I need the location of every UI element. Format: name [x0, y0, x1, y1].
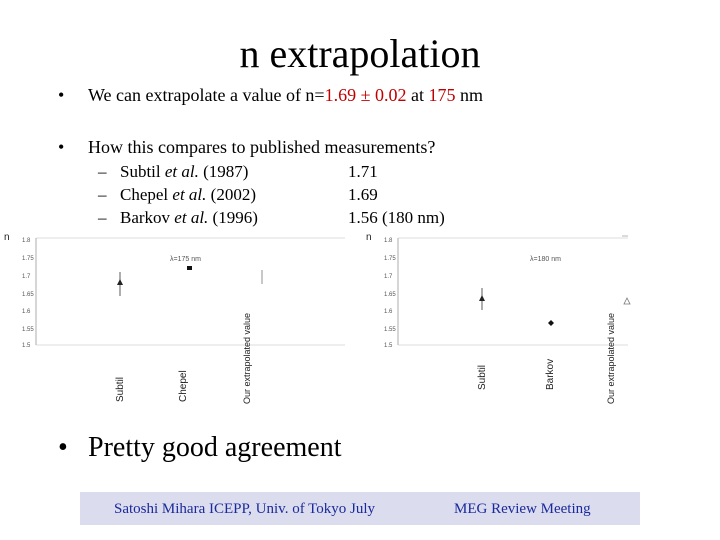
bullet-dot: • [58, 85, 65, 105]
ytick: 1.7 [384, 274, 393, 280]
ytick: 1.7 [22, 274, 31, 280]
measurement-year: (1996) [212, 208, 258, 227]
measurement-year: (1987) [203, 162, 249, 181]
axis-label-n: n [4, 232, 10, 243]
bullet-mid: at [406, 85, 429, 105]
measurement-value: 1.56 (180 nm) [348, 208, 445, 227]
axis-label-n: n [366, 232, 372, 243]
ytick: 1.8 [22, 238, 31, 244]
plot-180nm: n 1.8 1.75 1.7 1.65 1.6 1.55 1.5 λ=180 n… [360, 230, 700, 405]
footer-bar: Satoshi Mihara ICEPP, Univ. of Tokyo Jul… [80, 492, 640, 525]
ytick: 1.55 [384, 327, 396, 333]
xlabel-barkov: Barkov [545, 359, 556, 390]
plot-180nm-graphic: n 1.8 1.75 1.7 1.65 1.6 1.55 1.5 λ=180 n… [366, 232, 631, 404]
ytick: 1.6 [384, 309, 393, 315]
measurement-etal: et al. [164, 162, 199, 181]
point-subtil [117, 279, 123, 285]
ytick: 1.6 [22, 309, 31, 315]
xlabel-subtil: Subtil [115, 377, 126, 402]
bullet-conclusion: • Pretty good agreement [58, 432, 341, 464]
ytick: 1.75 [384, 256, 396, 262]
measurement-row: – Barkov et al. (1996) 1.56 (180 nm) [98, 208, 445, 227]
bullet-comparison-text: How this compares to published measureme… [88, 137, 436, 157]
ytick: 1.65 [22, 292, 34, 298]
bullet-comparison: • How this compares to published measurem… [58, 137, 435, 158]
n-value: 1.69 ± 0.02 [324, 85, 407, 105]
bullet-extrapolation: • We can extrapolate a value of n=1.69 ± … [58, 85, 483, 106]
lambda-label: λ=175 nm [170, 256, 201, 263]
measurement-author: Barkov [120, 208, 171, 227]
xlabel-subtil: Subtil [477, 365, 488, 390]
bullet-suffix: nm [455, 85, 483, 105]
measurement-row: – Chepel et al. (2002) 1.69 [98, 185, 378, 204]
plot-175nm-graphic: n 1.8 1.75 1.7 1.65 1.6 1.55 1.5 λ=175 n… [4, 232, 345, 404]
bullet-dot: • [58, 432, 68, 463]
conclusion-text: Pretty good agreement [88, 432, 342, 463]
ytick: 1.5 [22, 343, 31, 349]
measurement-value: 1.71 [348, 162, 378, 181]
measurement-value: 1.69 [348, 185, 378, 204]
ytick: 1.5 [384, 343, 393, 349]
bullet-prefix: We can extrapolate a value of n= [88, 85, 325, 105]
wavelength-value: 175 [428, 85, 456, 105]
measurement-year: (2002) [210, 185, 256, 204]
ytick: 1.75 [22, 256, 34, 262]
measurement-etal: et al. [174, 208, 209, 227]
measurement-author: Chepel [120, 185, 169, 204]
slide-title: n extrapolation [239, 31, 481, 76]
bullet-dot: • [58, 137, 65, 157]
point-barkov [548, 320, 554, 326]
xlabel-chepel: Chepel [178, 370, 189, 402]
footer-author: Satoshi Mihara ICEPP, Univ. of Tokyo Jul… [114, 501, 376, 517]
ytick: 1.55 [22, 327, 34, 333]
ytick: 1.65 [384, 292, 396, 298]
measurement-etal: et al. [172, 185, 207, 204]
xlabel-our-value: Our extrapolated value [606, 313, 616, 404]
point-chepel [187, 266, 192, 270]
ytick: 1.8 [384, 238, 393, 244]
lambda-label: λ=180 nm [530, 256, 561, 263]
measurement-row: – Subtil et al. (1987) 1.71 [98, 162, 378, 181]
footer-meeting: MEG Review Meeting [454, 501, 591, 517]
plot-175nm: n 1.8 1.75 1.7 1.65 1.6 1.55 1.5 λ=175 n… [0, 230, 345, 405]
point-subtil [479, 295, 485, 301]
point-our-value [623, 297, 631, 305]
measurement-author: Subtil [120, 162, 161, 181]
xlabel-our-value: Our extrapolated value [242, 313, 252, 404]
